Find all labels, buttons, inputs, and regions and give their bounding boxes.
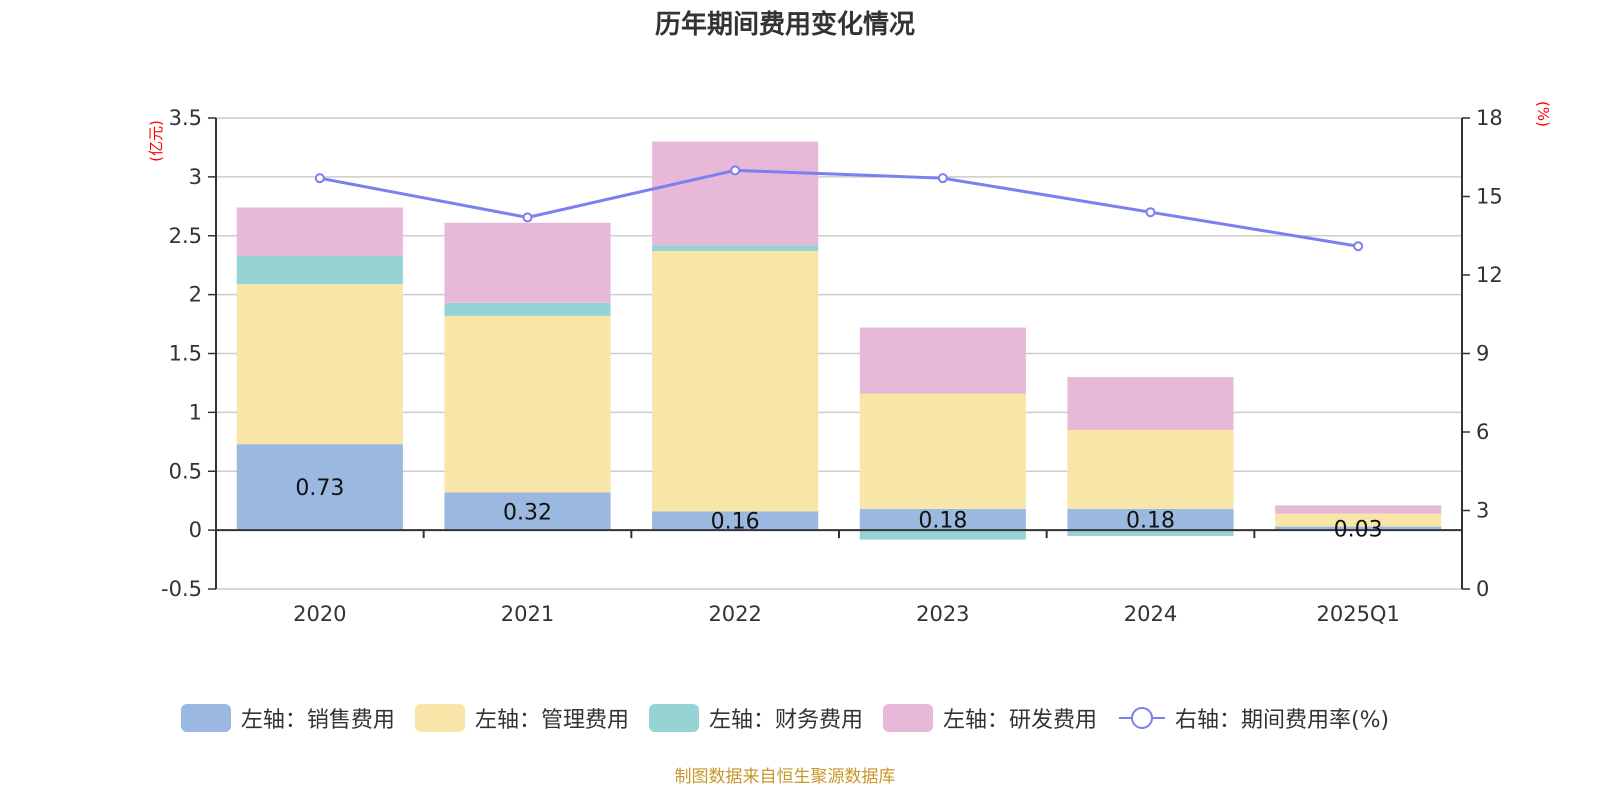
legend-item-rnd[interactable]: 左轴：研发费用 [882, 702, 1097, 734]
bars [236, 141, 1442, 540]
left-axis-tick-label: 0 [189, 518, 202, 542]
legend-item-finance[interactable]: 左轴：财务费用 [648, 702, 863, 734]
bar-segment-2022-0 [652, 511, 819, 531]
legend-label: 左轴：管理费用 [474, 708, 629, 733]
bar-segment-2024-1 [1067, 430, 1234, 509]
x-axis-tick-label: 2021 [501, 602, 554, 626]
bar-segment-2021-1 [444, 315, 611, 493]
rate-point-2023 [937, 173, 948, 184]
right-axis-tick-label: 9 [1476, 342, 1489, 366]
x-axis-tick-label: 2022 [708, 602, 761, 626]
legend-swatch-rnd [882, 704, 933, 732]
x-axis-tick-label: 2020 [293, 602, 346, 626]
right-axis-tick-label: 12 [1476, 263, 1503, 287]
left-axis-tick-label: 2.5 [169, 224, 202, 248]
legend-item-rate[interactable]: 右轴：期间费用率(%) [1117, 702, 1389, 734]
rate-point-2020 [314, 173, 325, 184]
legend-swatch-finance [648, 704, 699, 732]
right-axis-unit-label: (%) [1534, 101, 1552, 127]
bar-segment-2021-0 [444, 492, 611, 531]
data-label-sales-2025Q1: 0.03 [1334, 517, 1383, 542]
data-label-sales-2023: 0.18 [918, 509, 967, 534]
bar-segment-2023-2 [859, 530, 1026, 540]
legend-swatch-sales [180, 704, 231, 732]
bar-segment-2025Q1-0 [1275, 526, 1442, 531]
bar-segment-2025Q1-1 [1275, 513, 1442, 527]
rate-point-2024 [1145, 207, 1156, 218]
bar-segment-2023-1 [859, 393, 1026, 509]
rate-point-2022 [730, 165, 741, 176]
legend-line-marker-icon [1118, 707, 1165, 729]
bar-segment-2020-1 [236, 284, 403, 445]
legend-item-sales[interactable]: 左轴：销售费用 [180, 702, 395, 734]
left-axis-tick-label: 2 [189, 283, 202, 307]
rate-point-2021 [522, 212, 533, 223]
left-axis-unit-label: (亿元) [147, 120, 165, 162]
bar-segment-2022-3 [652, 141, 819, 246]
left-axis-tick-label: 3 [189, 165, 202, 189]
legend-label: 右轴：期间费用率(%) [1174, 708, 1390, 733]
rate-point-2025Q1 [1353, 241, 1364, 252]
x-axis-tick-label: 2025Q1 [1316, 602, 1399, 626]
left-axis-tick-label: 1 [189, 400, 202, 424]
bar-segment-2024-2 [1067, 530, 1234, 537]
right-axis-tick-label: 0 [1476, 577, 1489, 601]
right-axis-tick-label: 18 [1476, 106, 1503, 130]
left-axis-tick-label: -0.5 [161, 577, 202, 601]
chart-title: 历年期间费用变化情况 [654, 10, 915, 40]
legend: 左轴：销售费用 左轴：管理费用 左轴：财务费用 左轴：研发费用 右轴：期间费用率… [0, 702, 1570, 734]
data-label-sales-2022: 0.16 [711, 510, 760, 535]
data-label-sales-2021: 0.32 [503, 500, 552, 525]
left-axis-tick-label: 0.5 [169, 459, 202, 483]
bar-segment-2024-3 [1067, 377, 1234, 431]
legend-label: 左轴：销售费用 [240, 708, 395, 733]
left-axis-tick-label: 1.5 [169, 342, 202, 366]
bar-segment-2023-0 [859, 508, 1026, 531]
data-label-sales-2024: 0.18 [1126, 509, 1175, 534]
right-axis-tick-label: 3 [1476, 499, 1489, 523]
bar-segment-2024-0 [1067, 508, 1234, 531]
data-labels: 0.73 0.32 0.16 0.18 0.18 0.03 [295, 476, 1382, 542]
source-note: 制图数据来自恒生聚源数据库 [674, 767, 896, 787]
right-axis-tick-label: 6 [1476, 420, 1489, 444]
data-label-sales-2020: 0.73 [295, 476, 344, 501]
legend-label: 左轴：研发费用 [942, 708, 1097, 733]
bar-segment-2021-3 [444, 222, 611, 303]
bar-segment-2020-0 [236, 444, 403, 531]
rate-line-path [319, 168, 1359, 248]
bar-segment-2022-1 [652, 251, 819, 512]
legend-item-management[interactable]: 左轴：管理费用 [414, 702, 629, 734]
bar-segment-2020-2 [236, 255, 403, 285]
bar-segment-2022-2 [652, 245, 819, 252]
bar-segment-2023-3 [859, 327, 1026, 394]
rate-line [314, 165, 1364, 252]
legend-swatch-management [414, 704, 465, 732]
legend-label: 左轴：财务费用 [708, 708, 863, 733]
bar-segment-2020-3 [236, 207, 403, 256]
x-axis-tick-label: 2023 [916, 602, 969, 626]
bar-segment-2021-2 [444, 302, 611, 316]
x-axis-tick-label: 2024 [1124, 602, 1177, 626]
chart-plot: -0.5 0 0.5 1 1.5 2 2.5 3 3.5 0 3 6 9 12 15 18 2020 2021 20… [147, 101, 1552, 626]
left-axis-tick-label: 3.5 [169, 106, 202, 130]
right-axis-tick-label: 15 [1476, 185, 1503, 209]
axes: -0.5 0 0.5 1 1.5 2 2.5 3 3.5 0 3 6 9 12 15 18 2020 2021 20… [161, 106, 1503, 626]
bar-segment-2025Q1-3 [1275, 505, 1442, 514]
